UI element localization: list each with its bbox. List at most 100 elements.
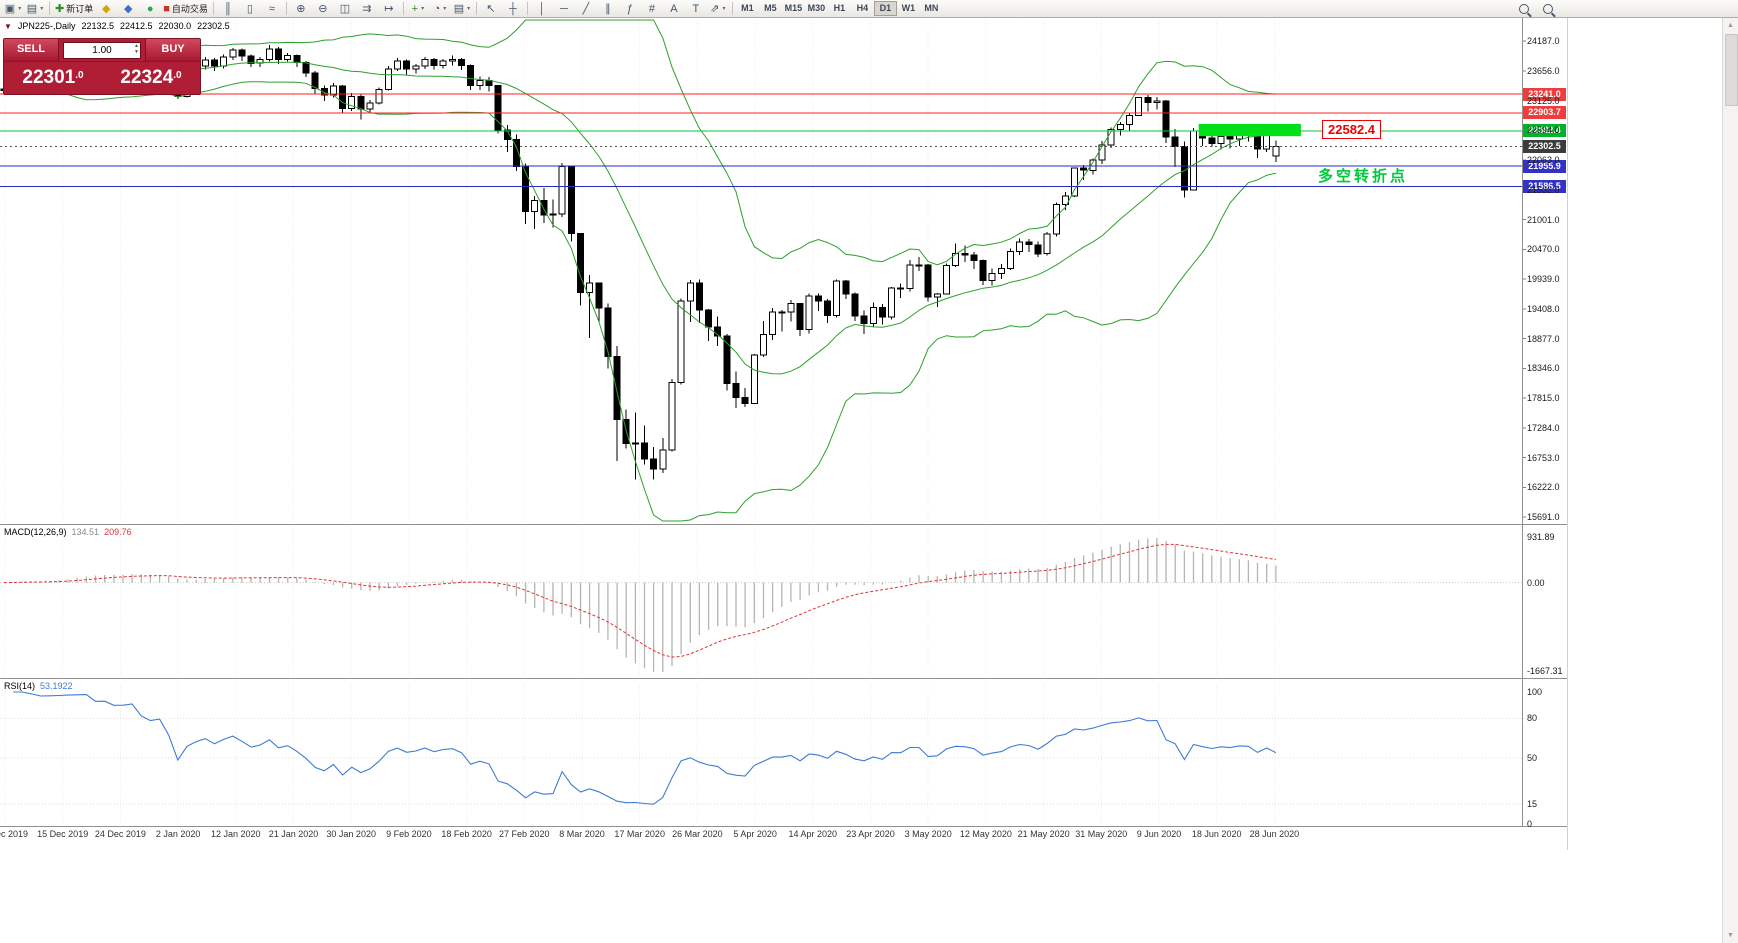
toolbar-button-trendline[interactable]: ╱ bbox=[575, 1, 597, 17]
date-label: 28 Jun 2020 bbox=[1249, 829, 1300, 839]
tile-windows-icon: ◫ bbox=[339, 2, 351, 15]
cycle-lines-icon: # bbox=[648, 2, 655, 15]
timeframe-m30[interactable]: M30 bbox=[807, 3, 826, 13]
toolbar-separator bbox=[402, 2, 404, 15]
date-label: 5 Dec 2019 bbox=[0, 829, 29, 839]
toolbar-button-arrows[interactable]: ⇗ ▾ bbox=[707, 1, 729, 17]
date-label: 30 Jan 2020 bbox=[326, 829, 376, 839]
caret-down-icon: ▾ bbox=[443, 6, 447, 12]
rsi-label: RSI(14) 53.1922 bbox=[4, 681, 78, 691]
timeframe-mn[interactable]: MN bbox=[924, 3, 939, 13]
date-label: 31 May 2020 bbox=[1075, 829, 1128, 839]
search-icon bbox=[1543, 4, 1553, 14]
toolbar-button-tile-windows[interactable]: ◫ bbox=[334, 1, 356, 17]
timeframe-m1[interactable]: M1 bbox=[741, 3, 754, 13]
annotation-text[interactable]: 多空转折点 bbox=[1318, 168, 1409, 185]
volume-value: 1.00 bbox=[92, 44, 112, 56]
toolbar-button-cursor[interactable]: ↖ bbox=[480, 1, 502, 17]
toolbar-separator bbox=[731, 2, 733, 15]
toolbar-button-bar-chart[interactable]: ║ bbox=[217, 1, 239, 17]
date-label: 17 Mar 2020 bbox=[614, 829, 665, 839]
date-label: 21 Jan 2020 bbox=[268, 829, 319, 839]
date-label: 8 Mar 2020 bbox=[559, 829, 605, 839]
new-order-icon: ✚ bbox=[55, 2, 65, 15]
text-label-icon: T bbox=[692, 2, 700, 15]
toolbar-button-metaeditor[interactable]: ◆ bbox=[117, 1, 139, 17]
timeframe-m5[interactable]: M5 bbox=[764, 3, 777, 13]
price-callout-label[interactable]: 22582.4 bbox=[1322, 120, 1381, 139]
buy-price[interactable]: 22324.0 bbox=[120, 67, 182, 88]
high-value: 22412.5 bbox=[120, 21, 153, 31]
rsi-name: RSI(14) bbox=[4, 681, 36, 691]
scroll-down-button[interactable]: ▼ bbox=[1727, 932, 1734, 939]
toolbar-button-channel[interactable]: ∥ bbox=[597, 1, 619, 17]
find-symbol-button[interactable] bbox=[1514, 1, 1534, 17]
toolbar-button-crosshair[interactable]: ┼ bbox=[502, 1, 524, 17]
toolbar-button-profiles[interactable]: ▤ ▾ bbox=[24, 1, 46, 17]
candlestick-chart[interactable] bbox=[0, 0, 1568, 850]
trendline-icon: ╱ bbox=[582, 2, 590, 15]
one-click-collapse-icon[interactable]: ▼ bbox=[4, 21, 12, 31]
symbol-title: JPN225-,Daily bbox=[17, 21, 76, 31]
buy-button[interactable]: BUY bbox=[145, 39, 200, 61]
toolbar-button-text[interactable]: A bbox=[663, 1, 685, 17]
toolbar-button-market[interactable]: ● bbox=[139, 1, 161, 17]
toolbar-button-candlestick-chart[interactable]: ▯ bbox=[239, 1, 261, 17]
date-label: 9 Jun 2020 bbox=[1136, 829, 1182, 839]
autotrading-icon: ■ bbox=[163, 2, 170, 15]
spinner-up-icon[interactable]: ▲ bbox=[134, 42, 139, 49]
volume-spinner[interactable]: ▲ ▼ bbox=[134, 43, 139, 55]
scrollbar-thumb[interactable] bbox=[1725, 34, 1738, 106]
toolbar-button-zoom-in[interactable]: ⊕ bbox=[290, 1, 312, 17]
toolbar-button-cycle-lines[interactable]: # bbox=[641, 1, 663, 17]
toolbar-button-text-label[interactable]: T bbox=[685, 1, 707, 17]
toolbar-button-auto-scroll[interactable]: ⇉ bbox=[356, 1, 378, 17]
spinner-down-icon[interactable]: ▼ bbox=[134, 48, 139, 55]
toolbar-button-new-chart[interactable]: ▣ ▾ bbox=[2, 1, 24, 17]
toolbar-button-line-chart[interactable]: ≈ bbox=[261, 1, 283, 17]
volume-field[interactable]: 1.00 ▲ ▼ bbox=[59, 39, 145, 61]
macd-label: MACD(12,26,9) 134.51 209.76 bbox=[4, 527, 137, 537]
toolbar-button-templates[interactable]: ▤ ▾ bbox=[451, 1, 473, 17]
macd-name: MACD(12,26,9) bbox=[4, 527, 67, 537]
date-axis[interactable]: 5 Dec 2019 15 Dec 2019 24 Dec 2019 2 Jan 20… bbox=[0, 827, 1522, 844]
date-label: 14 Apr 2020 bbox=[788, 829, 838, 839]
timeframe-d1[interactable]: D1 bbox=[873, 1, 897, 16]
toolbar-button-fibonacci[interactable]: ƒ bbox=[619, 1, 641, 17]
date-label: 12 May 2020 bbox=[959, 829, 1012, 839]
toolbar-button-periods[interactable]: ◔ ▾ bbox=[429, 1, 451, 17]
toolbar-separator bbox=[475, 2, 477, 15]
timeframe-h1[interactable]: H1 bbox=[833, 3, 846, 13]
profiles-icon: ▤ bbox=[26, 2, 38, 15]
chart-shift-icon: ↦ bbox=[384, 2, 394, 15]
alerts-icon: ◆ bbox=[102, 2, 111, 15]
toolbar-button-alerts[interactable]: ◆ bbox=[95, 1, 117, 17]
scroll-up-button[interactable]: ▲ bbox=[1727, 22, 1734, 29]
caret-down-icon: ▾ bbox=[421, 6, 425, 12]
toolbar-button-horizontal-line[interactable]: ─ bbox=[553, 1, 575, 17]
find-symbol-icon bbox=[1519, 4, 1529, 14]
sell-button[interactable]: SELL bbox=[4, 39, 59, 61]
date-label: 5 Apr 2020 bbox=[733, 829, 777, 839]
zoom-out-icon: ⊖ bbox=[318, 2, 328, 15]
vertical-scrollbar[interactable]: ▲ ▼ bbox=[1722, 18, 1738, 943]
timeframe-h4[interactable]: H4 bbox=[856, 3, 869, 13]
toolbar-button-autotrading[interactable]: ■ 自动交易 bbox=[161, 1, 210, 17]
toolbar-button-zoom-out[interactable]: ⊖ bbox=[312, 1, 334, 17]
toolbar-separator bbox=[49, 2, 50, 15]
zoom-in-icon: ⊕ bbox=[296, 2, 306, 15]
toolbar-button-indicators[interactable]: + ▾ bbox=[407, 1, 429, 17]
date-label: 24 Dec 2019 bbox=[94, 829, 146, 839]
sell-price[interactable]: 22301.0 bbox=[22, 67, 84, 88]
toolbar-button-vertical-line[interactable]: │ bbox=[531, 1, 553, 17]
toolbar-button-chart-shift[interactable]: ↦ bbox=[378, 1, 400, 17]
timeframe-w1[interactable]: W1 bbox=[901, 3, 916, 13]
toolbar-button-new-order[interactable]: ✚ 新订单 bbox=[53, 1, 95, 17]
auto-scroll-icon: ⇉ bbox=[362, 2, 372, 15]
search-button[interactable] bbox=[1538, 1, 1558, 17]
toolbar-items: ▣ ▾ ▤ ▾ ✚ 新订单 ◆ ◆ ● ■ 自动交易 ║ ▯ ≈ ⊕ ⊖ ◫ ⇉ ↦ + ▾ ◔ ▾ ▤ ▾ ↖ ┼ │ ─ ╱ ∥ ƒ # A T… bbox=[2, 0, 943, 17]
toolbar-separator bbox=[285, 2, 287, 15]
open-value: 22132.5 bbox=[81, 21, 114, 31]
date-label: 3 May 2020 bbox=[904, 829, 952, 839]
timeframe-m15[interactable]: M15 bbox=[784, 3, 803, 13]
